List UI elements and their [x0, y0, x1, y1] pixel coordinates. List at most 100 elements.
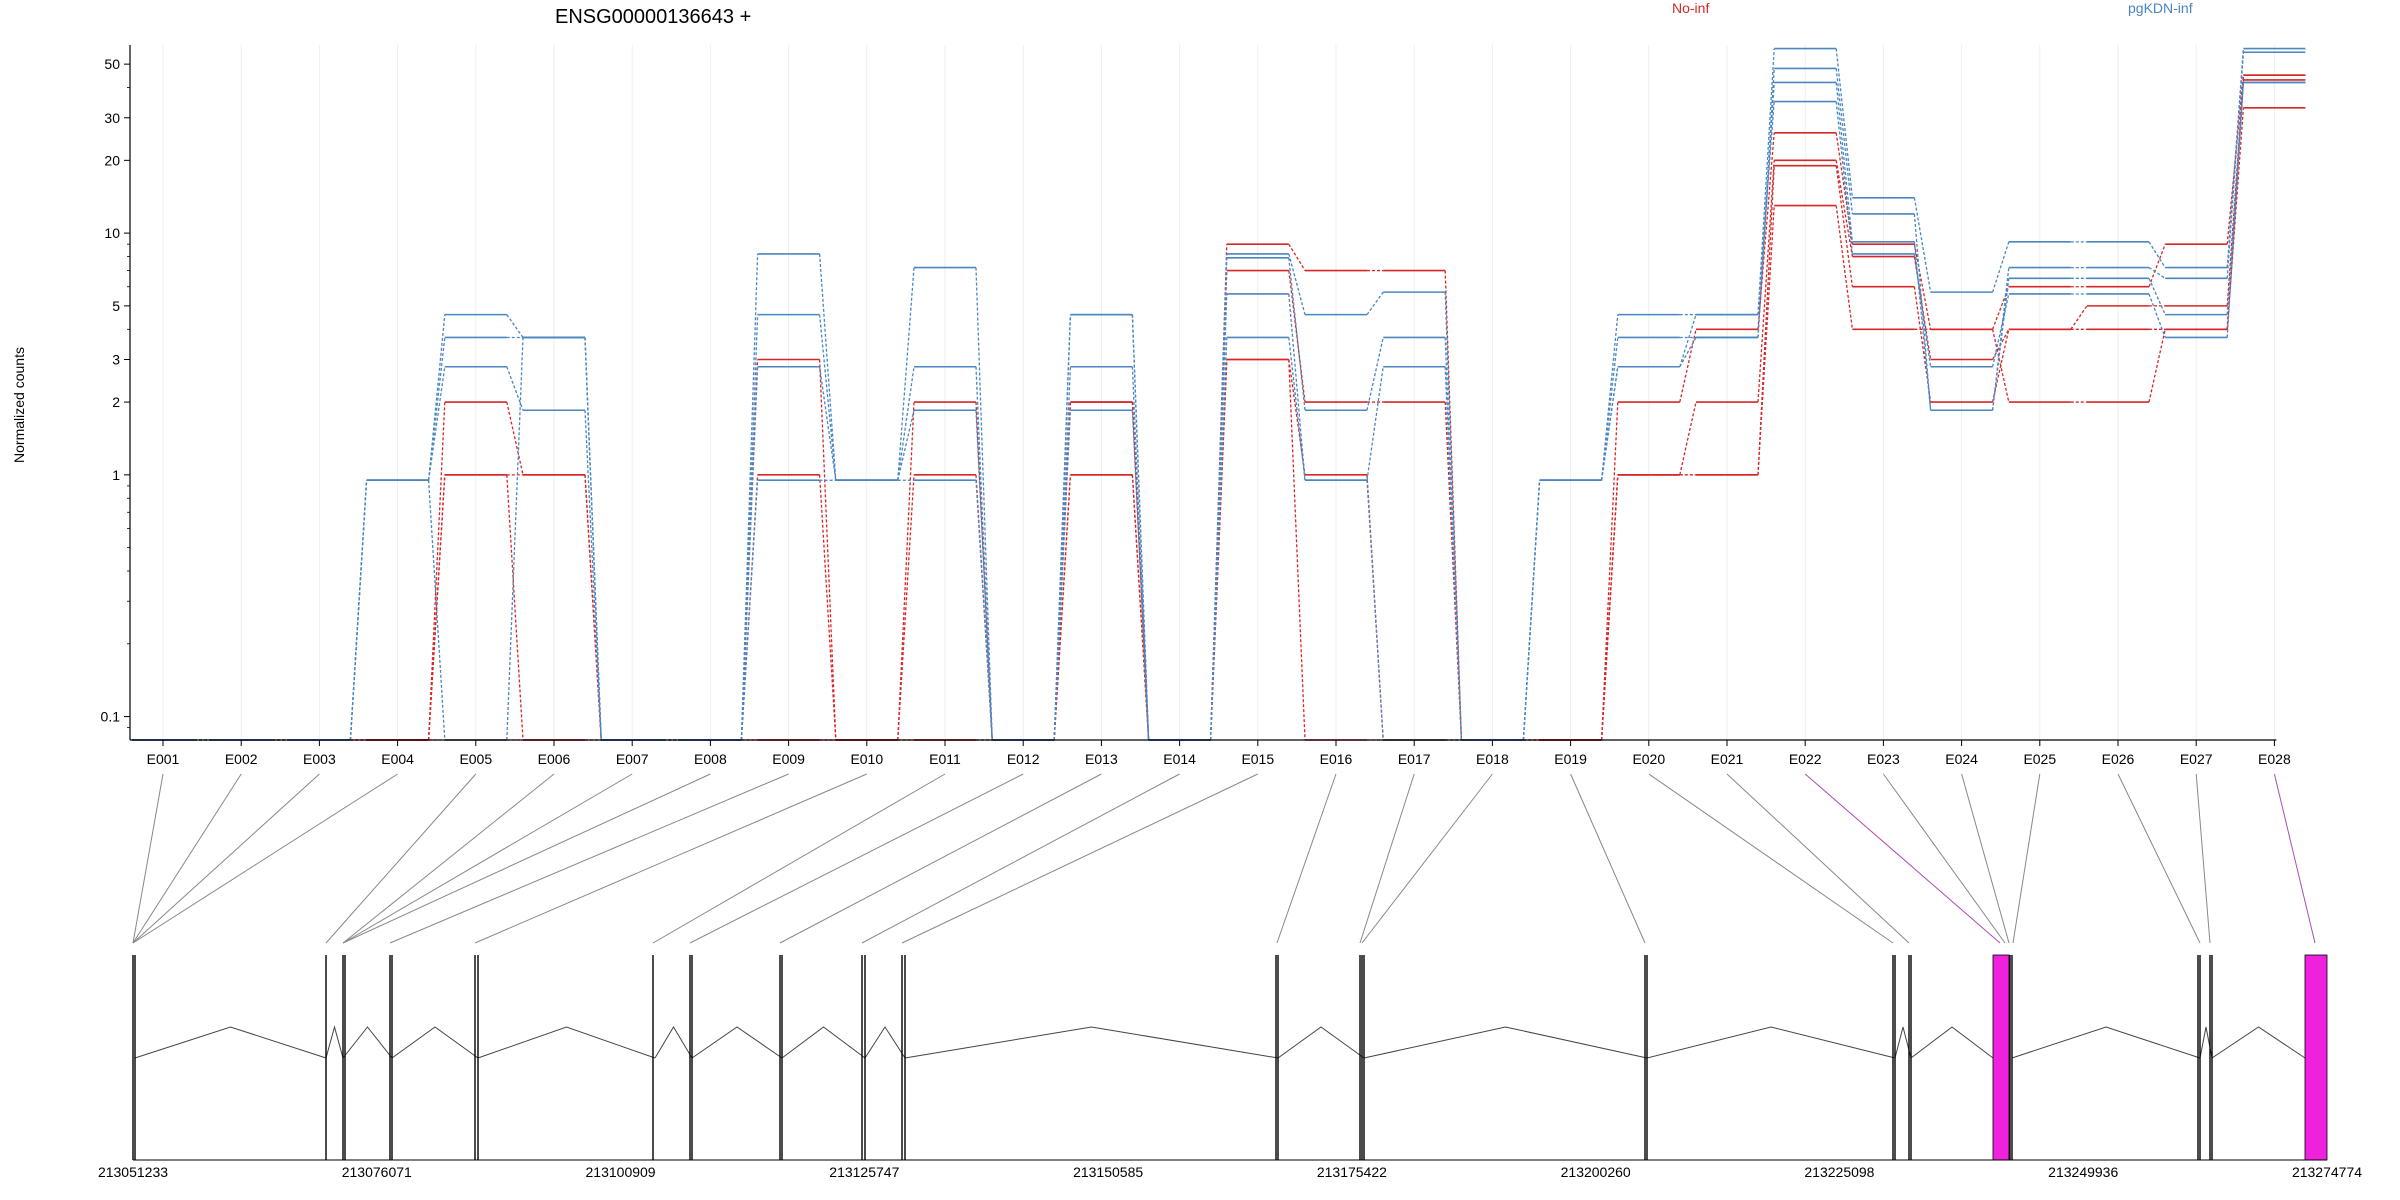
intron-line	[2011, 1026, 2201, 1059]
step-connector	[2226, 82, 2245, 315]
series-pgkdn-inf-5	[132, 51, 2306, 741]
plot-area	[132, 45, 2306, 741]
step-connector	[349, 480, 368, 741]
step-connector	[506, 366, 524, 411]
step-connector	[1288, 253, 1306, 315]
connector-e018	[1361, 773, 1493, 944]
x-tick-label: E005	[459, 751, 492, 767]
x-tick-label: E007	[616, 751, 649, 767]
step-connector	[897, 267, 915, 481]
series-no-inf-0	[132, 74, 2306, 741]
connector-e024	[1961, 773, 2010, 944]
step-connector	[1600, 314, 1619, 481]
connector-e019	[1570, 773, 1646, 944]
legend-no-inf: No-inf	[1672, 0, 1709, 16]
x-tick-label: E028	[2258, 751, 2291, 767]
connector-e006	[342, 773, 555, 944]
gene-model	[132, 954, 2328, 1161]
step-connector	[1444, 366, 1463, 741]
step-connector	[818, 474, 837, 741]
connector-e023	[1882, 773, 2006, 944]
connector-e014	[861, 773, 1180, 944]
step-connector	[1835, 165, 1854, 287]
step-connector	[740, 366, 759, 741]
step-connector	[584, 410, 602, 741]
x-tick-label: E016	[1320, 751, 1353, 767]
genomic-tick-label: 213125747	[829, 1164, 899, 1180]
connector-e011	[652, 773, 946, 944]
intron-line	[2211, 1026, 2306, 1059]
step-connector	[740, 480, 759, 741]
step-connector	[506, 337, 524, 741]
connector-e013	[779, 773, 1102, 944]
x-tick-label: E026	[2102, 751, 2135, 767]
step-connector	[1288, 243, 1306, 271]
x-tick-label: E008	[694, 751, 727, 767]
x-tick-label: E027	[2180, 751, 2213, 767]
x-tick-label: E006	[538, 751, 571, 767]
step-connector	[975, 410, 993, 741]
series-pgkdn-inf-7	[132, 81, 2306, 741]
step-connector	[1131, 366, 1150, 741]
connector-e028	[2273, 773, 2316, 944]
x-tick-label: E019	[1554, 751, 1587, 767]
y-tick-label: 20	[104, 152, 120, 168]
intron-line	[1277, 1026, 1365, 1059]
step-connector	[1835, 68, 1854, 215]
y-tick-label: 2	[112, 394, 120, 410]
step-connector	[2148, 267, 2166, 279]
intron-line	[691, 1026, 783, 1059]
step-connector	[1757, 82, 1775, 338]
x-tick-label: E015	[1241, 751, 1274, 767]
x-tick-label: E009	[772, 751, 805, 767]
step-connector	[1679, 401, 1697, 475]
genomic-tick-label: 213175422	[1317, 1164, 1387, 1180]
connector-e021	[1726, 773, 1910, 944]
connector-e025	[2012, 773, 2041, 944]
step-connector	[818, 314, 837, 481]
step-connector	[1757, 101, 1775, 315]
connector-e026	[2117, 773, 2201, 944]
step-connector	[1913, 253, 1932, 367]
connector-e012	[689, 773, 1024, 944]
intron-line	[391, 1026, 479, 1059]
step-connector	[427, 366, 446, 481]
step-connector	[975, 366, 993, 741]
step-connector	[506, 401, 524, 475]
step-connector	[1288, 270, 1306, 403]
step-connector	[1835, 132, 1854, 245]
exon-highlight-e022	[1992, 954, 2010, 1161]
step-connector	[2148, 329, 2166, 403]
connector-e017	[1359, 773, 1415, 944]
step-connector	[975, 267, 993, 741]
step-connector	[2226, 52, 2245, 279]
intron-line	[342, 1026, 393, 1059]
genomic-tick-label: 213200260	[1561, 1164, 1631, 1180]
x-tick-label: E017	[1398, 751, 1431, 767]
step-connector	[1288, 293, 1306, 481]
step-connector	[1053, 474, 1072, 741]
step-connector	[1991, 293, 2010, 367]
y-tick-label: 30	[104, 110, 120, 126]
step-connector	[818, 253, 837, 481]
step-connector	[427, 480, 446, 741]
genomic-tick-label: 213249936	[2048, 1164, 2118, 1180]
connector-e008	[342, 773, 711, 944]
step-connector	[2226, 82, 2245, 338]
step-connector	[1209, 293, 1228, 741]
step-connector	[506, 474, 524, 741]
x-tick-label: E023	[1867, 751, 1900, 767]
step-connector	[1366, 480, 1384, 741]
genomic-tick-label: 213076071	[342, 1164, 412, 1180]
intron-line	[134, 1026, 327, 1059]
connector-e007	[342, 773, 633, 944]
connector-e009	[389, 773, 789, 944]
step-connector	[740, 314, 759, 741]
step-connector	[1913, 244, 1932, 330]
intron-line	[864, 1026, 906, 1059]
x-tick-label: E018	[1476, 751, 1509, 767]
genomic-tick-label: 213150585	[1073, 1164, 1143, 1180]
x-tick-label: E022	[1789, 751, 1822, 767]
series-pgkdn-inf-6	[132, 81, 2306, 741]
